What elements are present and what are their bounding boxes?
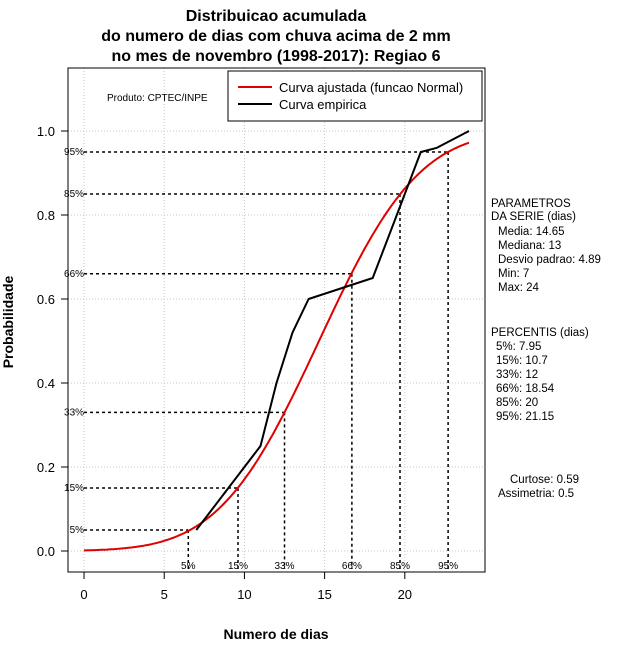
percentil-95: 95%: 21.15 bbox=[496, 411, 554, 423]
percentil-33: 33%: 12 bbox=[496, 369, 538, 381]
percentile-x-label-4: 85% bbox=[390, 561, 410, 572]
x-tick-label-4: 20 bbox=[398, 587, 412, 602]
credit-text: Produto: CPTEC/INPE bbox=[107, 93, 208, 104]
percentile-y-label-1: 15% bbox=[64, 483, 84, 494]
title-line-3: no mes de novembro (1998-2017): Regiao 6 bbox=[112, 48, 441, 65]
percentile-x-label-2: 33% bbox=[275, 561, 295, 572]
y-tick-label-1: 0.2 bbox=[37, 460, 55, 475]
x-axis: 0 5 10 15 20 bbox=[80, 571, 412, 602]
percentile-y-label-3: 66% bbox=[64, 269, 84, 280]
percentile-y-label-5: 95% bbox=[64, 147, 84, 158]
y-tick-label-5: 1.0 bbox=[37, 124, 55, 139]
x-tick-label-1: 5 bbox=[161, 587, 168, 602]
percentil-85: 85%: 20 bbox=[496, 397, 538, 409]
param-desvio: Desvio padrao: 4.89 bbox=[498, 254, 601, 266]
percentile-x-label-3: 66% bbox=[342, 561, 362, 572]
percentil-5: 5%: 7.95 bbox=[496, 341, 541, 353]
legend: Curva ajustada (funcao Normal) Curva emp… bbox=[227, 70, 483, 122]
empirical-curve bbox=[195, 130, 470, 531]
grid bbox=[68, 68, 485, 572]
series-layer bbox=[84, 130, 470, 552]
param-title-2: DA SERIE (dias) bbox=[491, 211, 576, 223]
param-min: Min: 7 bbox=[498, 268, 529, 280]
percentile-x-label-0: 5% bbox=[181, 561, 196, 572]
y-axis-label: Probabilidade bbox=[0, 276, 16, 369]
plot-frame bbox=[67, 67, 486, 573]
percentile-y-label-0: 5% bbox=[70, 525, 85, 536]
y-tick-label-2: 0.4 bbox=[37, 376, 55, 391]
percentile-y-label-4: 85% bbox=[64, 189, 84, 200]
param-media: Media: 14.65 bbox=[498, 226, 565, 238]
fitted-normal-curve bbox=[84, 141, 470, 552]
legend-label-fitted: Curva ajustada (funcao Normal) bbox=[279, 80, 463, 95]
param-max: Max: 24 bbox=[498, 282, 540, 294]
title-line-2: do numero de dias com chuva acima de 2 m… bbox=[101, 28, 450, 45]
y-tick-label-3: 0.6 bbox=[37, 292, 55, 307]
percentis-title: PERCENTIS (dias) bbox=[491, 327, 589, 339]
percentile-x-label-5: 95% bbox=[438, 561, 458, 572]
legend-label-empirical: Curva empirica bbox=[279, 97, 367, 112]
y-axis: 0.0 0.2 0.4 0.6 0.8 1.0 bbox=[37, 124, 69, 559]
x-tick-label-0: 0 bbox=[80, 587, 87, 602]
side-panel: PARAMETROS DA SERIE (dias) Media: 14.65 … bbox=[491, 198, 601, 500]
percentile-y-label-2: 33% bbox=[64, 407, 84, 418]
x-axis-label: Numero de dias bbox=[223, 626, 328, 642]
percentil-15: 15%: 10.7 bbox=[496, 355, 548, 367]
param-mediana: Mediana: 13 bbox=[498, 240, 561, 252]
percentile-guides bbox=[84, 151, 449, 569]
curtose-text: Curtose: 0.59 bbox=[510, 474, 579, 486]
x-tick-label-2: 10 bbox=[237, 587, 251, 602]
y-tick-label-0: 0.0 bbox=[37, 544, 55, 559]
percentil-66: 66%: 18.54 bbox=[496, 383, 555, 395]
percentile-labels: 5% 5% 15% 15% 33% 33% 66% 66% 85% 85% 95% 95% bbox=[64, 147, 458, 572]
legend-box bbox=[227, 70, 483, 122]
x-tick-label-3: 15 bbox=[317, 587, 331, 602]
y-tick-label-4: 0.8 bbox=[37, 208, 55, 223]
chart-title: Distribuicao acumulada do numero de dias… bbox=[101, 8, 450, 65]
assimetria-text: Assimetria: 0.5 bbox=[498, 488, 574, 500]
param-title-1: PARAMETROS bbox=[491, 198, 571, 210]
percentile-x-label-1: 15% bbox=[228, 561, 248, 572]
title-line-1: Distribuicao acumulada bbox=[186, 8, 367, 25]
